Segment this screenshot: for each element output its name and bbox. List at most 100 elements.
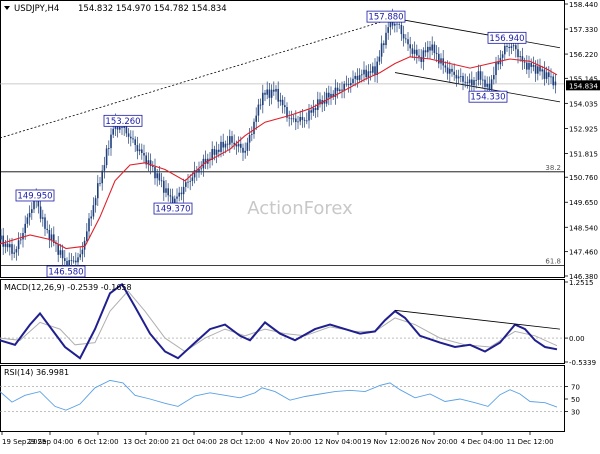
candle-body bbox=[266, 89, 268, 95]
x-tick-label: 19 Sep 2025 bbox=[2, 438, 46, 446]
candle-body bbox=[119, 127, 121, 130]
candle-body bbox=[152, 166, 154, 167]
candle-body bbox=[286, 107, 288, 118]
price-panel-frame bbox=[0, 0, 565, 278]
candle-body bbox=[154, 166, 156, 179]
candle-body bbox=[222, 141, 224, 148]
candle-body bbox=[50, 234, 53, 241]
candle-body bbox=[354, 75, 356, 79]
price-tick-label: 151.815 bbox=[569, 150, 598, 158]
candle-body bbox=[94, 198, 97, 206]
candle-body bbox=[130, 136, 132, 139]
candle-body bbox=[0, 235, 2, 240]
candle-body bbox=[44, 217, 46, 229]
candle-body bbox=[488, 83, 491, 91]
candle-body bbox=[121, 127, 123, 128]
candle-body bbox=[378, 56, 381, 62]
candle-body bbox=[328, 92, 330, 98]
macd-title: MACD(12,26,9) -0.2539 -0.1658 bbox=[4, 283, 132, 292]
candle-body bbox=[198, 169, 200, 173]
candle-body bbox=[345, 83, 348, 85]
candle-body bbox=[231, 136, 233, 143]
candle-body bbox=[147, 160, 150, 165]
candle-body bbox=[413, 49, 416, 54]
candle-body bbox=[504, 45, 506, 55]
candle-body bbox=[301, 116, 304, 120]
macd-tick-label: -0.5339 bbox=[569, 359, 596, 367]
x-tick-label: 13 Oct 20:00 bbox=[123, 438, 169, 446]
candle-body bbox=[213, 149, 216, 155]
candle-body bbox=[308, 110, 310, 121]
swing-label-box bbox=[103, 114, 143, 127]
rsi-line bbox=[0, 379, 558, 411]
candle-body bbox=[548, 72, 550, 78]
candle-body bbox=[466, 82, 469, 83]
candle-body bbox=[446, 67, 449, 74]
candle-body bbox=[336, 87, 339, 92]
candle-body bbox=[292, 118, 295, 120]
candle-body bbox=[339, 89, 341, 92]
candle-body bbox=[9, 244, 11, 248]
candle-body bbox=[376, 61, 378, 75]
swing-label-text: 146.580 bbox=[48, 267, 83, 277]
candle-body bbox=[495, 61, 497, 76]
swing-label-text: 157.880 bbox=[368, 13, 403, 23]
axis-layer: 158.440 157.330 156.220 155.145 154.035 152.9… bbox=[1, 1, 600, 446]
candle-body bbox=[196, 170, 198, 173]
price-panel: ActionForex bbox=[0, 0, 565, 278]
x-tick-label: 4 Dec 04:00 bbox=[461, 438, 504, 446]
x-tick-label: 6 Oct 12:00 bbox=[77, 438, 118, 446]
candle-body bbox=[255, 115, 257, 122]
price-tick-label: 149.650 bbox=[569, 199, 598, 207]
candle-body bbox=[61, 250, 64, 259]
x-tick-label: 12 Nov 04:00 bbox=[314, 438, 361, 446]
candle-body bbox=[471, 79, 473, 86]
price-tick-label: 152.925 bbox=[569, 125, 598, 133]
candle-body bbox=[299, 116, 301, 122]
rsi-panel bbox=[0, 365, 565, 432]
candle-body bbox=[462, 75, 464, 82]
candle-body bbox=[167, 188, 169, 196]
candle-body bbox=[281, 99, 284, 106]
price-tick-label: 148.540 bbox=[569, 224, 598, 232]
price-layer: 38.2 61.8 157.880 156.940 154.330 153.260 149.… bbox=[0, 8, 564, 277]
candle-body bbox=[369, 71, 372, 73]
candle-body bbox=[97, 183, 99, 199]
candle-body bbox=[407, 39, 409, 45]
candle-body bbox=[490, 79, 493, 91]
candle-body bbox=[519, 56, 521, 58]
candle-body bbox=[361, 74, 363, 76]
candle-body bbox=[176, 196, 178, 199]
candle-body bbox=[517, 49, 519, 58]
candle-body bbox=[512, 45, 515, 47]
candle-body bbox=[158, 173, 161, 181]
candle-body bbox=[515, 45, 517, 50]
candle-body bbox=[163, 180, 165, 193]
price-tick-label: 155.145 bbox=[569, 75, 598, 83]
candle-body bbox=[187, 181, 189, 183]
candle-body bbox=[46, 228, 48, 231]
candle-body bbox=[86, 231, 88, 241]
candle-body bbox=[83, 240, 86, 250]
candle-body bbox=[33, 196, 35, 210]
candle-body bbox=[526, 62, 528, 70]
macd-tick-label: 1.2515 bbox=[569, 279, 594, 287]
candle-body bbox=[268, 89, 271, 98]
macd-panel-frame bbox=[0, 279, 565, 364]
candle-body bbox=[262, 92, 264, 106]
candle-body bbox=[92, 205, 95, 217]
candle-body bbox=[88, 218, 90, 232]
dropdown-triangle-icon[interactable] bbox=[4, 6, 10, 10]
candle-body bbox=[209, 158, 211, 160]
dotted-trendline bbox=[0, 15, 401, 139]
swing-label-box bbox=[487, 31, 527, 44]
candle-body bbox=[279, 99, 282, 102]
candle-body bbox=[343, 83, 345, 91]
candle-body bbox=[475, 79, 477, 81]
candle-body bbox=[424, 50, 427, 53]
candle-body bbox=[510, 46, 513, 48]
candle-body bbox=[420, 57, 422, 62]
candle-body bbox=[17, 240, 20, 250]
candle-body bbox=[2, 235, 4, 247]
